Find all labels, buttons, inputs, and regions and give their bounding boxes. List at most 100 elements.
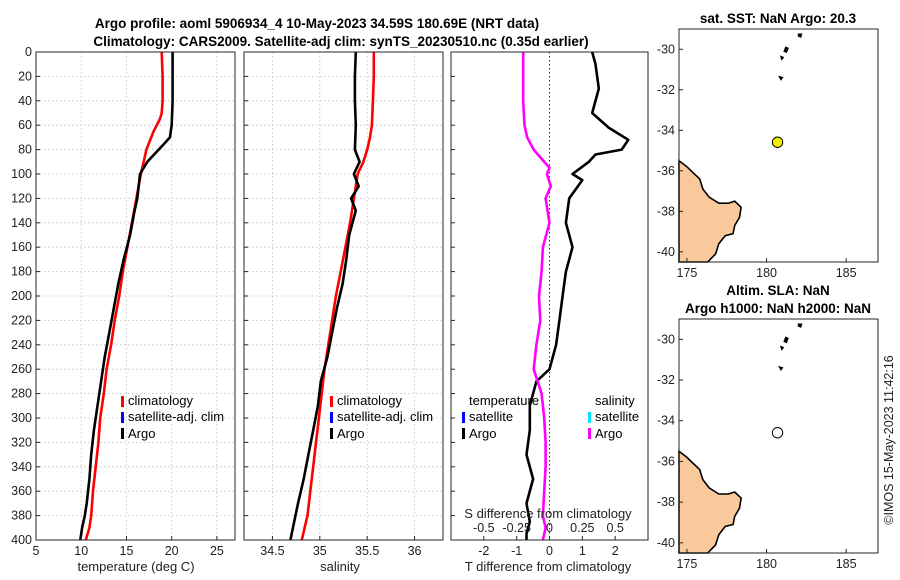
x-tick-label: 35.5 <box>355 544 379 558</box>
salinity-panel: 34.5 35 35.5 36 <box>243 51 444 558</box>
legend-climatology: climatology <box>128 393 194 408</box>
title-line-2: Climatology: CARS2009. Satellite-adj cli… <box>93 34 588 49</box>
sst-map-panel: 175 180 185 -30 -32 -34 -36 -38 -40 <box>657 28 879 280</box>
legend-swatch-s-satellite <box>588 412 591 423</box>
y-tick-label: 100 <box>11 167 32 181</box>
series-line-argo <box>79 52 174 541</box>
y-tick-label: 340 <box>11 460 32 474</box>
y-tick-label: 140 <box>11 216 32 230</box>
x-tick-label: 15 <box>120 544 134 558</box>
difference-xlabel: T difference from climatology <box>465 559 632 574</box>
legend-argo: Argo <box>128 426 155 441</box>
sla-map-panel: 175 180 185 -30 -32 -34 -36 -38 -40 <box>657 318 879 571</box>
temperature-panel: 5 10 15 20 25 0 20 40 60 80 100 120 140 160 180 200 220 2… <box>11 45 236 558</box>
y-tick-label: -30 <box>657 332 675 346</box>
island <box>778 365 784 372</box>
map-frame <box>678 318 879 554</box>
y-tick-label: 280 <box>11 387 32 401</box>
y-tick-label: 40 <box>18 94 32 108</box>
difference-panel: -2 -1 0 1 2 -0.5 -0.25 0 0.25 0.5 <box>450 51 649 558</box>
legend-temperature-heading: temperature <box>469 393 539 408</box>
x-tick-label: 5 <box>33 544 40 558</box>
land-polygon <box>678 449 742 554</box>
y-tick-label: 120 <box>11 191 32 205</box>
x-tick-label: 0 <box>546 544 553 558</box>
legend-satellite-adj: satellite-adj. clim <box>128 409 224 424</box>
y-tick-label: 20 <box>18 69 32 83</box>
y-tick-label: 360 <box>11 484 32 498</box>
legend-swatch-satellite <box>330 412 333 423</box>
x-tick-label: 180 <box>756 557 777 571</box>
legend-satellite-adj: satellite-adj. clim <box>337 409 433 424</box>
y-tick-label: -40 <box>657 536 675 550</box>
float-marker <box>771 136 784 148</box>
island <box>783 46 789 54</box>
island <box>797 33 803 38</box>
y-tick-label: 200 <box>11 289 32 303</box>
x2-tick-label: -0.5 <box>473 521 495 535</box>
legend-t-argo: Argo <box>469 426 496 441</box>
island <box>780 345 785 351</box>
series-line-climatology <box>300 52 376 541</box>
title-line-1: Argo profile: aoml 5906934_4 10-May-2023… <box>95 16 539 31</box>
legend-argo: Argo <box>337 426 364 441</box>
x-tick-label: -1 <box>511 544 522 558</box>
x2-tick-label: 0 <box>546 521 553 535</box>
x-tick-label: 175 <box>677 266 698 280</box>
x-tick-label: 36 <box>408 544 422 558</box>
series-line-t-difference-argo- <box>525 51 630 540</box>
x-tick-label: 2 <box>612 544 619 558</box>
y-tick-label: 80 <box>18 143 32 157</box>
y-tick-label: 0 <box>25 45 32 59</box>
x-tick-label: 185 <box>836 266 857 280</box>
map2-title-line-1: Altim. SLA: NaN <box>726 283 830 298</box>
x-tick-label: 180 <box>756 266 777 280</box>
legend-swatch-t-satellite <box>462 412 465 423</box>
land-polygon <box>678 159 742 263</box>
y-tick-label: -30 <box>657 42 675 56</box>
island <box>778 75 784 81</box>
y-tick-label: -38 <box>657 204 675 218</box>
difference-x2label: S difference from climatology <box>464 506 632 521</box>
island <box>783 336 789 344</box>
island <box>780 55 785 61</box>
legend-swatch-satellite <box>121 412 124 423</box>
y-tick-label: -38 <box>657 495 675 509</box>
temperature-xlabel: temperature (deg C) <box>77 559 194 574</box>
legend-swatch-climatology <box>121 396 124 407</box>
y-tick-label: 240 <box>11 338 32 352</box>
x-tick-label: 10 <box>74 544 88 558</box>
y-tick-label: -36 <box>657 454 675 468</box>
series-line-argo <box>289 51 361 541</box>
y-tick-label: 160 <box>11 240 32 254</box>
x-tick-label: 34.5 <box>260 544 284 558</box>
difference-legend: temperature satellite Argo salinity sate… <box>462 393 639 441</box>
float-marker <box>771 427 784 439</box>
y-tick-label: 320 <box>11 435 32 449</box>
y-tick-label: -36 <box>657 164 675 178</box>
legend-climatology: climatology <box>337 393 403 408</box>
y-tick-label: -32 <box>657 83 675 97</box>
legend-salinity-heading: salinity <box>595 393 635 408</box>
y-tick-label: -40 <box>657 245 675 259</box>
x-tick-label: 20 <box>165 544 179 558</box>
y-tick-label: -32 <box>657 373 675 387</box>
x-tick-label: 25 <box>210 544 224 558</box>
x2-tick-label: -0.25 <box>502 521 531 535</box>
y-tick-label: 260 <box>11 362 32 376</box>
salinity-xlabel: salinity <box>320 559 360 574</box>
x-tick-label: 1 <box>579 544 586 558</box>
y-tick-label: 300 <box>11 411 32 425</box>
legend-swatch-climatology <box>330 396 333 407</box>
series-line-s-difference-argo- <box>521 52 553 541</box>
y-tick-label: 60 <box>18 118 32 132</box>
legend-s-argo: Argo <box>595 426 622 441</box>
map2-title-line-2: Argo h1000: NaN h2000: NaN <box>685 301 871 316</box>
temperature-legend: climatology satellite-adj. clim Argo <box>121 393 224 441</box>
x-tick-label: 185 <box>836 557 857 571</box>
x-tick-label: 175 <box>677 557 698 571</box>
legend-swatch-t-argo <box>462 428 465 439</box>
x-tick-label: -2 <box>478 544 489 558</box>
y-tick-label: 180 <box>11 265 32 279</box>
